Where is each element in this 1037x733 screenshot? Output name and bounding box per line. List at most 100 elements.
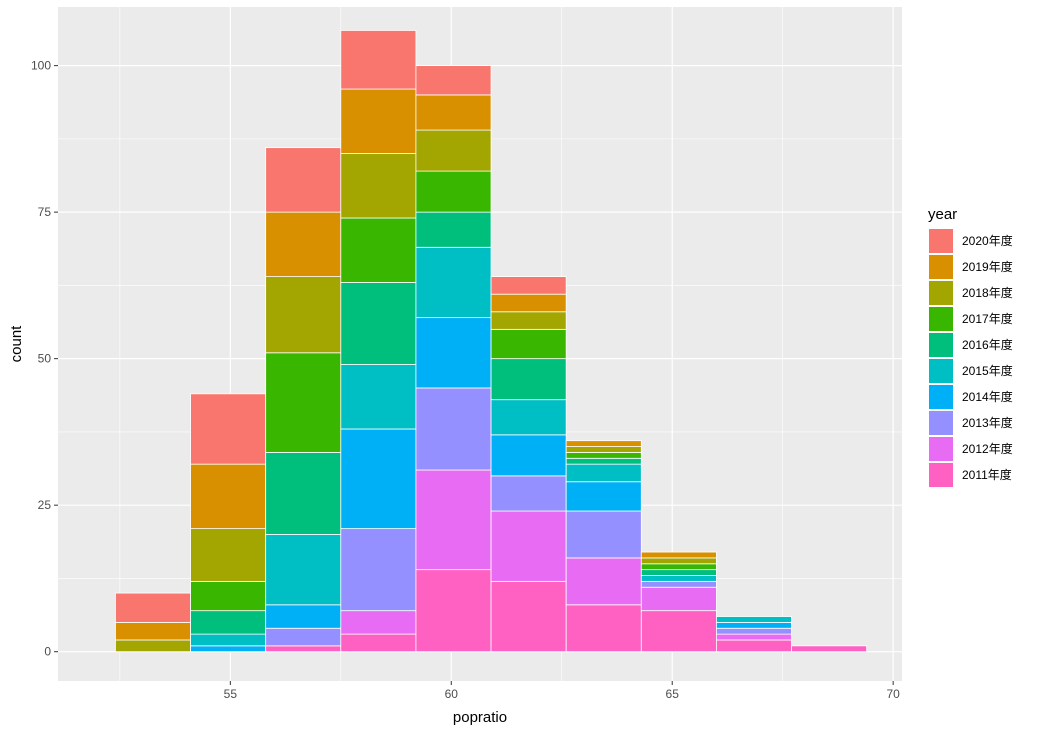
- bar-segment: [490, 358, 567, 401]
- bar-segment: [716, 639, 792, 653]
- bar-segment: [490, 434, 567, 477]
- bar-segment: [565, 446, 642, 453]
- x-axis-title: popratio: [453, 709, 507, 726]
- legend-swatch: [929, 333, 953, 357]
- bar-segment: [640, 610, 717, 653]
- bar-segment: [716, 627, 792, 635]
- bar-segment: [565, 440, 642, 447]
- legend: year 2020年度 2019年度 2018年度 2017年度 2016年度 2015年…: [928, 206, 1013, 487]
- bar-segment: [490, 580, 567, 653]
- bar-segment: [490, 311, 567, 330]
- bar-segment: [265, 452, 342, 535]
- bar-segment: [716, 616, 792, 623]
- bar-segment: [640, 551, 717, 559]
- legend-swatch: [929, 281, 953, 305]
- legend-swatch: [929, 463, 953, 487]
- legend-swatch: [929, 385, 953, 409]
- legend-label: 2011年度: [962, 467, 1012, 482]
- bar-segment: [115, 639, 191, 653]
- bar-segment: [340, 633, 417, 653]
- bar-segment: [415, 387, 492, 471]
- bar-segment: [415, 317, 492, 389]
- bar-segment: [115, 621, 191, 641]
- x-tick-label: 70: [886, 687, 900, 701]
- bar-segment: [265, 147, 342, 213]
- bar-segment: [490, 276, 567, 295]
- bar-segment: [791, 645, 868, 653]
- bar-segment: [490, 328, 567, 360]
- bar-segment: [340, 217, 417, 283]
- bar-segment: [490, 475, 567, 512]
- bar-segment: [565, 557, 642, 606]
- bar-segment: [716, 633, 792, 641]
- bar-segment: [415, 211, 492, 248]
- x-axis: 55 60 65 70: [224, 681, 900, 701]
- bar-segment: [190, 610, 267, 635]
- bar-segment: [340, 30, 417, 90]
- legend-label: 2015年度: [962, 363, 1013, 378]
- bar-segment: [565, 510, 642, 559]
- bar-segment: [340, 428, 417, 530]
- legend-title: year: [928, 206, 957, 223]
- bar-segment: [340, 153, 417, 219]
- legend-label: 2014年度: [962, 389, 1013, 404]
- bar-segment: [415, 170, 492, 213]
- bar-segment: [640, 580, 717, 588]
- bar-segment: [265, 645, 342, 653]
- legend-swatch: [929, 411, 953, 435]
- bar-segment: [340, 610, 417, 635]
- legend-swatch: [929, 437, 953, 461]
- bar-segment: [190, 580, 267, 612]
- y-tick-label: 75: [38, 205, 52, 219]
- bar-segment: [415, 94, 492, 131]
- legend-swatch: [929, 307, 953, 331]
- x-tick-label: 55: [224, 687, 238, 701]
- bar-segment: [190, 528, 267, 582]
- bar-segment: [265, 352, 342, 453]
- bar-segment: [340, 88, 417, 154]
- x-tick-label: 65: [666, 687, 680, 701]
- bar-segment: [190, 633, 267, 647]
- bar-segment: [190, 645, 267, 653]
- bar-segment: [640, 575, 717, 582]
- bar-segment: [490, 510, 567, 582]
- legend-label: 2012年度: [962, 441, 1013, 456]
- bar-segment: [565, 481, 642, 512]
- legend-label: 2019年度: [962, 259, 1013, 274]
- bar-segment: [565, 452, 642, 459]
- bar-segment: [190, 463, 267, 530]
- bar-segment: [415, 65, 492, 96]
- bar-segment: [415, 129, 492, 172]
- legend-label: 2018年度: [962, 285, 1013, 300]
- bar-segment: [640, 563, 717, 571]
- y-tick-label: 25: [38, 498, 52, 512]
- bars: [115, 30, 868, 653]
- legend-swatch: [929, 255, 953, 279]
- bar-segment: [415, 246, 492, 319]
- bar-segment: [340, 528, 417, 612]
- bar-segment: [565, 457, 642, 465]
- legend-label: 2017年度: [962, 311, 1013, 326]
- bar-segment: [490, 399, 567, 436]
- bar-segment: [640, 557, 717, 565]
- bar-segment: [340, 364, 417, 430]
- bar-segment: [640, 569, 717, 576]
- bar-segment: [490, 293, 567, 313]
- bar-segment: [565, 604, 642, 653]
- bar-segment: [265, 627, 342, 647]
- bar-segment: [265, 534, 342, 606]
- bar-segment: [190, 393, 267, 465]
- bar-segment: [640, 586, 717, 612]
- legend-swatch: [929, 359, 953, 383]
- y-axis-title: count: [8, 325, 25, 363]
- bar-segment: [415, 569, 492, 653]
- legend-swatch: [929, 229, 953, 253]
- legend-label: 2016年度: [962, 337, 1013, 352]
- bar-segment: [265, 276, 342, 354]
- y-axis: 0 25 50 75 100: [31, 59, 58, 659]
- y-tick-label: 100: [31, 59, 51, 73]
- y-tick-label: 0: [44, 645, 51, 659]
- bar-segment: [265, 211, 342, 277]
- bar-segment: [340, 282, 417, 365]
